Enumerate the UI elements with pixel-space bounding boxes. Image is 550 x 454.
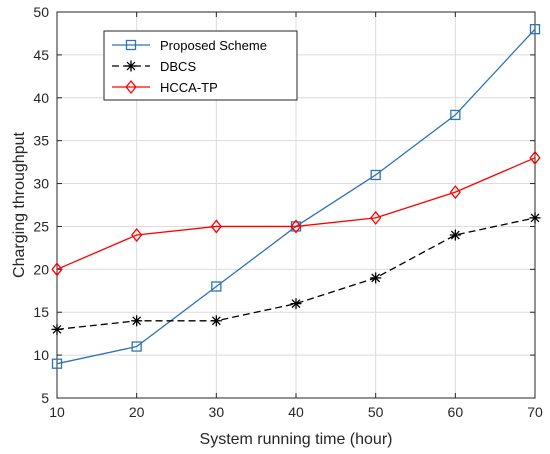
- data-point-hcca-tp: [51, 262, 63, 277]
- legend-marker: [125, 79, 137, 95]
- series-hcca-tp: [51, 150, 541, 277]
- legend-entry-proposed-scheme: Proposed Scheme: [112, 38, 267, 53]
- data-point-hcca-tp: [449, 185, 461, 200]
- series-dbcs: [51, 212, 541, 335]
- legend-label: Proposed Scheme: [160, 38, 267, 53]
- data-point-dbcs: [529, 212, 541, 224]
- y-tick-label: 45: [33, 47, 49, 63]
- legend-entry-hcca-tp: HCCA-TP: [112, 79, 218, 95]
- y-tick-label: 40: [33, 90, 49, 106]
- data-point-dbcs: [51, 323, 63, 335]
- legend-label: HCCA-TP: [160, 80, 218, 95]
- x-tick-label: 20: [129, 404, 145, 420]
- y-tick-label: 5: [41, 390, 49, 406]
- data-point-proposed-scheme: [450, 109, 461, 121]
- data-point-dbcs: [210, 315, 222, 327]
- data-point-proposed-scheme: [211, 281, 222, 292]
- data-point-proposed-scheme: [529, 24, 541, 35]
- data-point-hcca-tp: [210, 219, 222, 234]
- data-point-hcca-tp: [290, 219, 302, 234]
- data-point-dbcs: [370, 272, 382, 284]
- data-point-hcca-tp: [131, 227, 143, 243]
- data-point-dbcs: [449, 229, 461, 241]
- legend-label: DBCS: [160, 59, 196, 74]
- legend-entry-dbcs: DBCS: [112, 59, 196, 74]
- legend-marker: [125, 60, 137, 72]
- data-point-proposed-scheme: [370, 169, 381, 181]
- data-point-proposed-scheme: [131, 341, 142, 352]
- x-tick-label: 50: [368, 404, 384, 420]
- x-tick-label: 40: [288, 404, 304, 420]
- series-lines: [51, 24, 541, 369]
- y-tick-label: 10: [33, 347, 49, 363]
- data-point-dbcs: [290, 298, 302, 310]
- x-tick-label: 30: [209, 404, 225, 420]
- data-point-proposed-scheme: [51, 358, 63, 369]
- y-tick-label: 50: [33, 4, 49, 20]
- x-tick-label: 10: [49, 404, 65, 420]
- y-tick-label: 20: [33, 261, 49, 277]
- data-point-hcca-tp: [370, 210, 382, 225]
- y-tick-label: 15: [33, 304, 49, 320]
- data-point-dbcs: [131, 315, 143, 327]
- series-line-hcca-tp: [56, 157, 536, 270]
- y-tick-label: 35: [33, 133, 49, 149]
- y-axis-title: Charging throughput: [11, 132, 28, 278]
- x-tick-label: 70: [527, 404, 543, 420]
- x-tick-label: 60: [448, 404, 464, 420]
- x-axis-title: System running time (hour): [200, 431, 393, 448]
- y-tick-label: 25: [33, 218, 49, 234]
- legend: Proposed Scheme DBCS HCCA-TP: [103, 30, 298, 101]
- data-point-hcca-tp: [529, 150, 541, 165]
- y-tick-label: 30: [33, 176, 49, 192]
- legend-marker: [125, 39, 137, 51]
